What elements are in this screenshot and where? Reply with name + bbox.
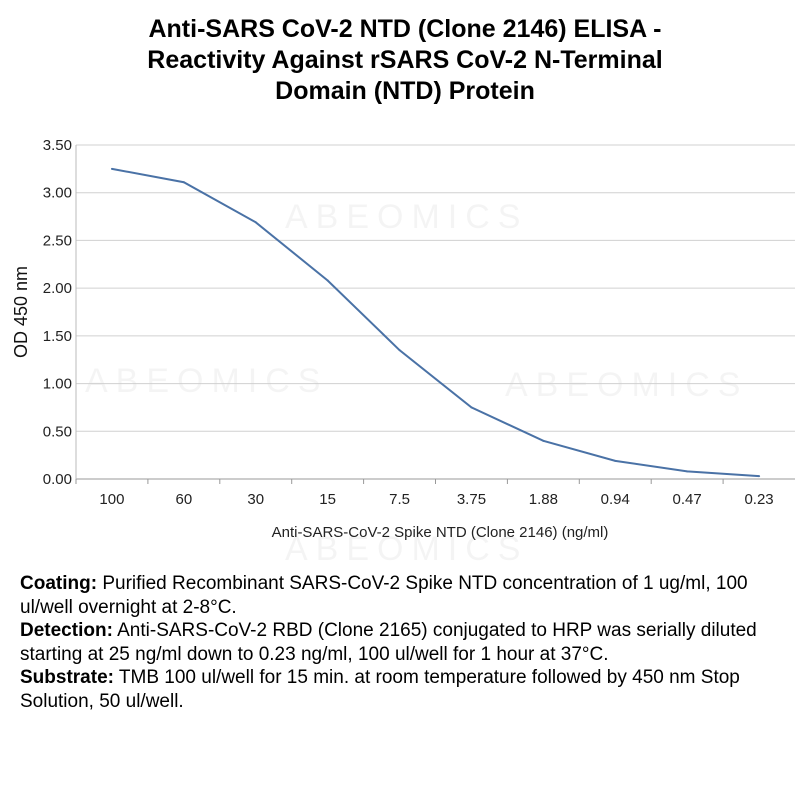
data-point [614, 459, 617, 462]
watermark: ABEOMICS [505, 366, 748, 405]
y-tick-label: 3.00 [43, 185, 72, 202]
x-tick-label: 1.88 [529, 491, 558, 508]
series-line [111, 167, 760, 478]
note-text: Purified Recombinant SARS-CoV-2 Spike NT… [20, 573, 748, 618]
x-tick-label: 15 [319, 491, 336, 508]
y-tick-label: 0.00 [43, 471, 72, 488]
data-point [254, 221, 257, 224]
y-axis-label: OD 450 nm [11, 266, 31, 358]
data-point [182, 181, 185, 184]
protocol-notes: Coating: Purified Recombinant SARS-CoV-2… [20, 572, 795, 713]
x-tick-label: 3.75 [457, 491, 486, 508]
x-tick-label: 0.23 [744, 491, 773, 508]
y-tick-label: 0.50 [43, 423, 72, 440]
note-detection: Detection: Anti-SARS-CoV-2 RBD (Clone 21… [20, 619, 795, 666]
data-point [470, 406, 473, 409]
data-point [398, 349, 401, 352]
x-tick-label: 100 [99, 491, 124, 508]
data-point [326, 279, 329, 282]
y-tick-label: 2.00 [43, 280, 72, 297]
x-axis-label: Anti-SARS-CoV-2 Spike NTD (Clone 2146) (… [272, 524, 609, 541]
y-tick-label: 3.50 [43, 137, 72, 154]
note-substrate: Substrate: TMB 100 ul/well for 15 min. a… [20, 666, 795, 713]
x-tick-label: 7.5 [389, 491, 410, 508]
watermark: ABEOMICS [285, 198, 528, 237]
y-tick-label: 1.00 [43, 376, 72, 393]
y-tick-label: 1.50 [43, 328, 72, 345]
note-text: Anti-SARS-CoV-2 RBD (Clone 2165) conjuga… [20, 620, 757, 665]
note-label: Detection: [20, 620, 113, 641]
note-coating: Coating: Purified Recombinant SARS-CoV-2… [20, 572, 795, 619]
y-tick-label: 2.50 [43, 232, 72, 249]
title-line: Anti-SARS CoV-2 NTD (Clone 2146) ELISA - [148, 15, 662, 43]
data-point [542, 439, 545, 442]
note-label: Substrate: [20, 667, 114, 688]
x-tick-label: 30 [247, 491, 264, 508]
chart-title: Anti-SARS CoV-2 NTD (Clone 2146) ELISA -… [0, 14, 810, 107]
data-point [758, 475, 761, 478]
x-tick-label: 0.47 [673, 491, 702, 508]
data-point [686, 470, 689, 473]
note-text: TMB 100 ul/well for 15 min. at room temp… [20, 667, 740, 712]
x-tick-label: 60 [176, 491, 193, 508]
data-point [110, 167, 113, 170]
note-label: Coating: [20, 573, 98, 594]
title-line: Domain (NTD) Protein [275, 77, 535, 105]
watermark: ABEOMICS [285, 530, 528, 569]
watermark: ABEOMICS [85, 362, 328, 401]
title-line: Reactivity Against rSARS CoV-2 N-Termina… [147, 46, 663, 74]
line-chart: 0.00 0.50 1.00 1.50 2.00 2.50 3.00 3.50 100 60 30 1… [11, 137, 795, 541]
x-tick-label: 0.94 [601, 491, 630, 508]
